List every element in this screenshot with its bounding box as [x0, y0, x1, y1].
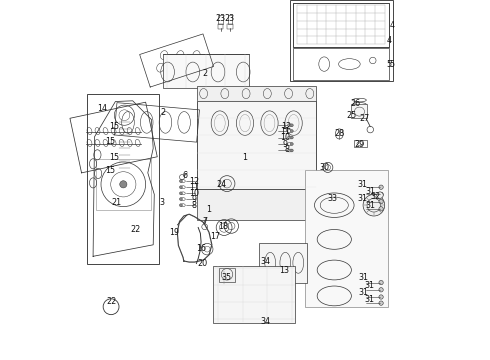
Text: 25: 25	[346, 111, 356, 120]
Text: 32: 32	[370, 192, 380, 201]
Text: 19: 19	[169, 228, 179, 237]
Text: 35: 35	[221, 274, 231, 282]
Bar	[293, 3, 389, 47]
Text: 1: 1	[242, 153, 247, 162]
Circle shape	[179, 180, 182, 183]
Text: 5: 5	[390, 60, 394, 69]
Text: 30: 30	[320, 163, 330, 172]
Circle shape	[291, 136, 293, 139]
Text: 15: 15	[105, 166, 115, 175]
Text: 31: 31	[358, 288, 368, 297]
Bar	[219, 15, 222, 24]
Bar	[213, 266, 295, 323]
Bar	[290, 0, 393, 81]
Text: 12: 12	[281, 122, 292, 131]
Bar	[354, 140, 367, 147]
Circle shape	[291, 143, 293, 145]
Circle shape	[379, 185, 383, 189]
Text: 29: 29	[354, 140, 365, 149]
Bar	[259, 243, 307, 283]
Text: 14: 14	[97, 104, 107, 113]
Circle shape	[179, 204, 182, 207]
Ellipse shape	[363, 194, 385, 216]
Text: 8: 8	[192, 202, 196, 210]
Text: 16: 16	[196, 244, 206, 253]
Bar	[228, 15, 232, 24]
Text: 33: 33	[327, 194, 337, 203]
Text: 18: 18	[218, 222, 228, 231]
Text: 31: 31	[364, 295, 374, 304]
Bar	[219, 268, 235, 282]
Bar	[163, 54, 248, 88]
Bar	[227, 24, 233, 29]
Text: 2: 2	[203, 69, 208, 78]
Circle shape	[179, 192, 182, 195]
Text: 31: 31	[365, 187, 375, 196]
Text: 27: 27	[359, 114, 369, 123]
Circle shape	[379, 192, 383, 197]
Circle shape	[179, 186, 182, 189]
Bar	[293, 3, 389, 47]
Circle shape	[379, 301, 383, 305]
Text: 31: 31	[358, 274, 368, 282]
Text: 11: 11	[280, 127, 290, 136]
Bar	[351, 104, 368, 118]
Bar	[197, 86, 316, 101]
Text: 28: 28	[334, 130, 344, 139]
Circle shape	[291, 130, 293, 132]
Text: 1: 1	[206, 205, 211, 214]
Circle shape	[291, 149, 293, 152]
Bar	[197, 101, 316, 189]
Text: 26: 26	[351, 99, 361, 108]
Text: 15: 15	[105, 137, 115, 146]
Text: 4: 4	[387, 36, 392, 45]
Circle shape	[120, 181, 127, 188]
Text: 23: 23	[216, 14, 225, 23]
Text: 22: 22	[130, 225, 140, 234]
Bar	[218, 24, 223, 29]
Circle shape	[291, 124, 293, 127]
Text: 5: 5	[387, 60, 392, 69]
Text: 15: 15	[110, 153, 120, 162]
Text: 4: 4	[390, 21, 394, 30]
Text: 20: 20	[197, 259, 208, 268]
Text: 10: 10	[189, 189, 199, 198]
Ellipse shape	[377, 192, 383, 198]
Text: 2: 2	[160, 108, 166, 117]
Text: 11: 11	[189, 183, 199, 192]
Text: 7: 7	[202, 217, 207, 225]
Bar	[197, 189, 316, 220]
Bar	[96, 159, 151, 210]
Text: 31: 31	[357, 180, 367, 189]
Text: 3: 3	[159, 198, 164, 207]
Text: 9: 9	[191, 195, 196, 204]
Text: 9: 9	[283, 140, 288, 149]
Text: 13: 13	[280, 266, 290, 275]
Circle shape	[379, 295, 383, 299]
Text: 8: 8	[285, 145, 290, 154]
Bar	[305, 170, 388, 307]
Circle shape	[379, 207, 383, 211]
Circle shape	[379, 280, 383, 285]
Text: 12: 12	[189, 177, 199, 186]
Bar	[87, 94, 159, 264]
Circle shape	[379, 288, 383, 292]
Text: 10: 10	[280, 134, 290, 143]
Text: 24: 24	[217, 180, 227, 189]
Text: 34: 34	[261, 256, 271, 266]
Text: 22: 22	[106, 297, 116, 306]
Text: 23: 23	[225, 14, 235, 23]
Text: 31: 31	[365, 202, 375, 210]
Text: 17: 17	[210, 233, 221, 242]
Circle shape	[179, 198, 182, 201]
Circle shape	[379, 199, 383, 204]
Text: 34: 34	[261, 317, 271, 325]
Text: 31: 31	[357, 194, 367, 203]
Bar	[293, 48, 389, 80]
Text: 15: 15	[110, 122, 120, 131]
Text: 6: 6	[182, 171, 187, 180]
Text: 21: 21	[111, 198, 121, 207]
Text: 31: 31	[364, 281, 374, 289]
